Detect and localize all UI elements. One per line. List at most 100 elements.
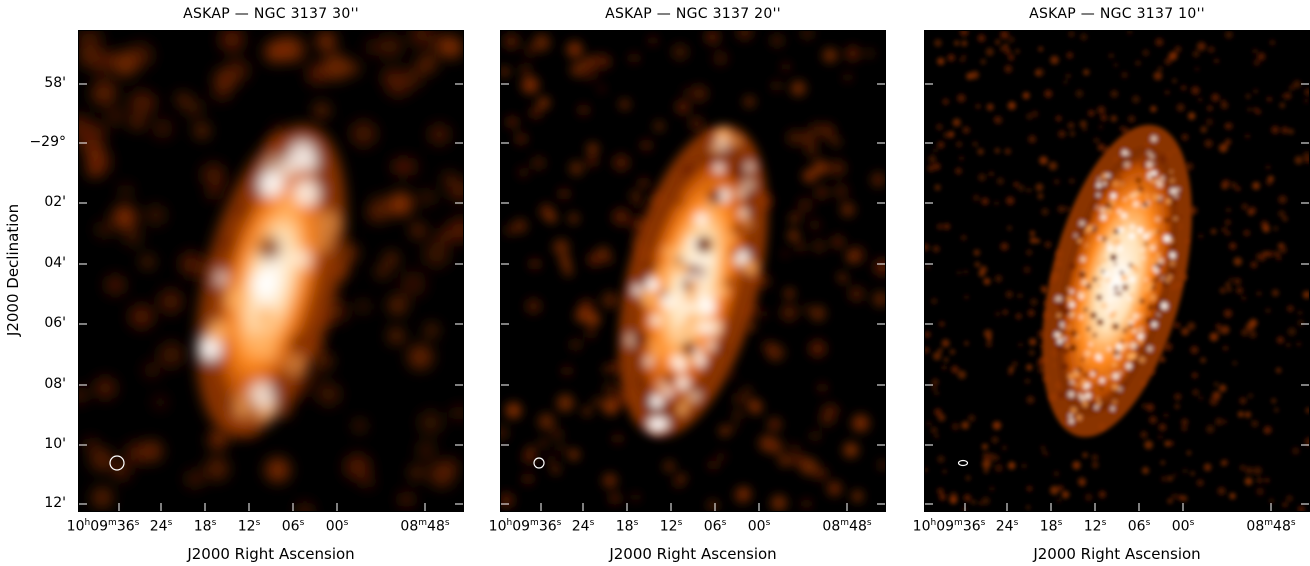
galaxy-emission: [618, 124, 768, 438]
ra-tick-unit: s: [980, 518, 986, 528]
ra-tick-label: 08m48s: [400, 518, 449, 535]
ra-tick-main: 06: [281, 518, 300, 535]
medium-beam-ellipse: [533, 457, 545, 469]
ra-tick-label: 08m48s: [822, 518, 871, 535]
radio-image-frame: [500, 30, 886, 512]
ra-tick-unit: s: [1145, 518, 1151, 528]
ra-tick-unit: s: [765, 518, 771, 528]
ra-tick-unit: s: [866, 518, 872, 528]
ra-tick-unit: s: [1189, 518, 1195, 528]
ra-tick-unit: s: [633, 518, 639, 528]
ra-tick-label: 18s: [194, 518, 217, 535]
ra-tick-unit: s: [299, 518, 305, 528]
dec-tick-label: 12': [44, 495, 66, 511]
ra-tick-unit: s: [556, 518, 562, 528]
ra-tick-unit: m: [418, 518, 428, 528]
ra-tick-label: 00s: [748, 518, 771, 535]
ra-tick-main: 12: [237, 518, 256, 535]
ra-tick-unit: m: [530, 518, 539, 528]
ra-tick-label: 10h09m36s: [913, 518, 986, 535]
ra-tick-label: 06s: [704, 518, 727, 535]
ra-tick-label: 12s: [660, 518, 683, 535]
ra-tick-label: 00s: [326, 518, 349, 535]
ra-tick-unit: m: [840, 518, 850, 528]
ra-tick-main: 00: [747, 518, 766, 535]
ra-tick-label: 24s: [996, 518, 1019, 535]
ra-tick-unit: s: [343, 518, 349, 528]
ra-tick-unit: s: [589, 518, 595, 528]
ra-tick-label: 00s: [1172, 518, 1195, 535]
ra-tick-unit: s: [444, 518, 450, 528]
ra-tick-unit: h: [930, 518, 937, 528]
ra-tick-end: 36: [116, 518, 135, 535]
dec-tick-label: 02': [44, 194, 66, 210]
ra-tick-label: 24s: [150, 518, 173, 535]
large-beam-ellipse: [109, 455, 125, 471]
ra-tick-unit: s: [255, 518, 261, 528]
dec-tick-label: 58': [44, 75, 66, 91]
ra-tick-unit: s: [677, 518, 683, 528]
radio-image-frame: [924, 30, 1310, 512]
ra-tick-unit: s: [1101, 518, 1107, 528]
ra-tick-unit: s: [721, 518, 727, 528]
ra-tick-main: 18: [1039, 518, 1058, 535]
dec-tick-label: 10': [44, 436, 66, 452]
dec-tick-label: −29°: [29, 134, 66, 150]
ra-tick-main: 08: [400, 518, 419, 535]
panel-title: ASKAP — NGC 3137 10'': [1029, 6, 1205, 22]
ra-tick-label: 10h09m36s: [67, 518, 140, 535]
ra-tick-main: 24: [995, 518, 1014, 535]
ra-tick-unit: m: [108, 518, 117, 528]
ra-tick-mid: 09: [936, 518, 955, 535]
ra-tick-end: 48: [427, 518, 445, 535]
ra-tick-label: 18s: [616, 518, 639, 535]
ra-tick-label: 24s: [572, 518, 595, 535]
ra-tick-unit: m: [954, 518, 963, 528]
ra-tick-mid: 09: [90, 518, 109, 535]
x-axis-title: J2000 Right Ascension: [1033, 545, 1201, 563]
galaxy-emission: [196, 124, 346, 438]
ra-tick-main: 10: [912, 518, 931, 535]
ra-tick-main: 06: [703, 518, 722, 535]
ra-tick-main: 24: [571, 518, 590, 535]
ra-tick-unit: s: [1013, 518, 1019, 528]
ra-tick-unit: m: [1264, 518, 1274, 528]
ra-tick-main: 18: [615, 518, 634, 535]
ra-tick-label: 08m48s: [1246, 518, 1295, 535]
x-axis-title: J2000 Right Ascension: [187, 545, 355, 563]
ra-tick-main: 12: [659, 518, 678, 535]
image-panel: ASKAP — NGC 3137 20'' 10h09m36s 24s 18s 12s 0…: [489, 0, 886, 566]
ra-tick-main: 08: [822, 518, 841, 535]
dec-tick-label: 08': [44, 376, 66, 392]
dec-tick-label: 04': [44, 255, 66, 271]
ra-tick-main: 24: [149, 518, 168, 535]
dec-tick-label: 06': [44, 315, 66, 331]
background-noise: [925, 31, 1309, 511]
ra-tick-label: 06s: [282, 518, 305, 535]
ra-tick-main: 12: [1083, 518, 1102, 535]
ra-tick-main: 00: [1171, 518, 1190, 535]
ra-tick-label: 10h09m36s: [489, 518, 562, 535]
image-panel: ASKAP — NGC 3137 10'' 10h09m36s 24s 18s 12s 0…: [913, 0, 1310, 566]
galaxy-emission: [1042, 124, 1192, 438]
ra-tick-end: 48: [1273, 518, 1291, 535]
ra-tick-end: 48: [849, 518, 867, 535]
ra-tick-main: 18: [193, 518, 212, 535]
small-beam-ellipse: [957, 459, 969, 467]
ra-tick-end: 36: [538, 518, 557, 535]
ra-tick-main: 06: [1127, 518, 1146, 535]
ra-tick-unit: s: [134, 518, 140, 528]
ra-tick-unit: s: [167, 518, 173, 528]
ra-tick-unit: s: [211, 518, 217, 528]
ra-tick-unit: h: [84, 518, 91, 528]
radio-image-frame: [78, 30, 464, 512]
ra-tick-mid: 09: [512, 518, 531, 535]
ra-tick-end: 36: [962, 518, 981, 535]
y-axis-title: J2000 Declination: [4, 203, 22, 337]
ra-tick-unit: s: [1057, 518, 1063, 528]
ra-tick-main: 10: [66, 518, 85, 535]
ra-tick-label: 12s: [1084, 518, 1107, 535]
ra-tick-label: 06s: [1128, 518, 1151, 535]
panel-title: ASKAP — NGC 3137 30'': [183, 6, 359, 22]
image-panel: ASKAP — NGC 3137 30'' 10h09m36s 24s 18s 12s 0…: [67, 0, 464, 566]
